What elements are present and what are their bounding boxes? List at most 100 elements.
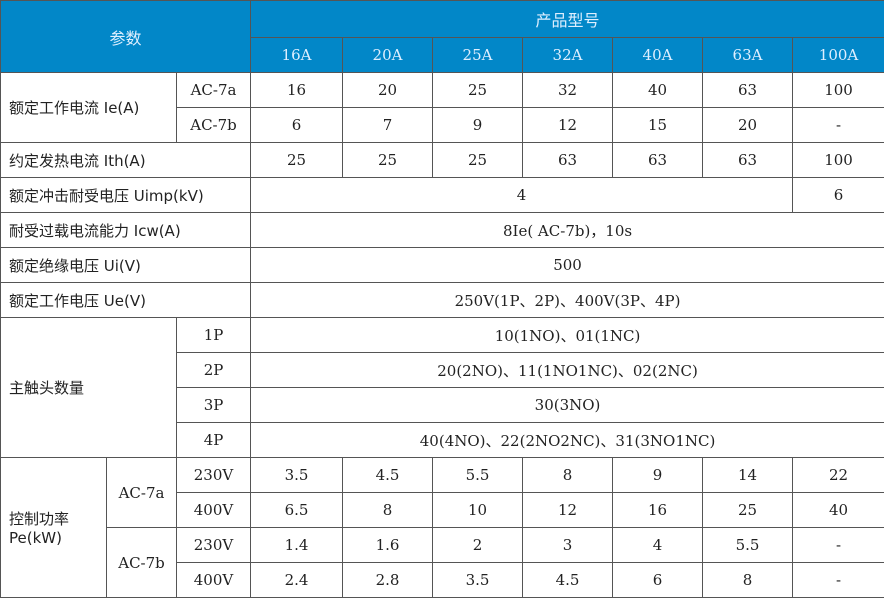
value-cell: 100 xyxy=(792,142,884,178)
value-cell: 1.4 xyxy=(250,527,344,563)
model-header: 25A xyxy=(432,37,524,73)
label-line: 控制功率 xyxy=(9,510,70,528)
value-cell: 6 xyxy=(792,177,884,213)
table-row: 额定冲击耐受电压 Uimp(kV) 4 6 xyxy=(0,177,884,213)
value-cell: - xyxy=(792,107,884,143)
model-header: 100A xyxy=(792,37,884,73)
value-cell: 500 xyxy=(250,247,884,283)
value-cell: 10 xyxy=(432,492,524,528)
value-cell: 63 xyxy=(702,72,794,108)
pole-label: 1P xyxy=(175,317,252,353)
table-row: 3P 30(3NO) xyxy=(1,387,884,423)
value-cell: 25 xyxy=(250,142,344,178)
value-cell: 25 xyxy=(432,142,524,178)
value-cell: 63 xyxy=(702,142,794,178)
value-cell: 2.4 xyxy=(250,562,344,598)
value-cell: 20 xyxy=(702,107,794,143)
table-row: 2P 20(2NO)、11(1NO1NC)、02(2NC) xyxy=(1,352,884,388)
value-cell: 63 xyxy=(612,142,704,178)
value-cell: 40 xyxy=(792,492,884,528)
value-cell: 5.5 xyxy=(702,527,794,563)
value-cell: 5.5 xyxy=(432,457,524,493)
table-row: 耐受过载电流能力 Icw(A) 8Ie( AC-7b)，10s xyxy=(0,212,884,248)
value-cell: 4 xyxy=(612,527,704,563)
value-cell: 12 xyxy=(522,492,614,528)
pole-label: 3P xyxy=(175,387,252,423)
value-cell: 16 xyxy=(612,492,704,528)
value-cell: 30(3NO) xyxy=(250,387,884,423)
row-label: 额定工作电流 Ie(A) xyxy=(0,72,177,143)
value-cell: 40 xyxy=(612,72,704,108)
value-cell: 10(1NO)、01(1NC) xyxy=(250,317,884,353)
value-cell: 4 xyxy=(250,177,794,213)
row-label: 控制功率 Pe(kW) xyxy=(0,457,107,598)
table-row: 主触头数量 1P 10(1NO)、01(1NC) xyxy=(0,317,884,458)
header-row: 参数 产品型号 xyxy=(0,0,884,73)
value-cell: 6 xyxy=(612,562,704,598)
model-header: 16A xyxy=(250,37,344,73)
value-cell: 8 xyxy=(522,457,614,493)
value-cell: 9 xyxy=(432,107,524,143)
model-header: 63A xyxy=(702,37,794,73)
value-cell: 4.5 xyxy=(342,457,434,493)
value-cell: 16 xyxy=(250,72,344,108)
value-cell: 8Ie( AC-7b)，10s xyxy=(250,212,884,248)
value-cell: - xyxy=(792,562,884,598)
table-row: 额定绝缘电压 Ui(V) 500 xyxy=(0,247,884,283)
value-cell: 3 xyxy=(522,527,614,563)
voltage-label: 230V xyxy=(175,527,252,563)
value-cell: 2.8 xyxy=(342,562,434,598)
value-cell: 40(4NO)、22(2NO2NC)、31(3NO1NC) xyxy=(250,422,884,458)
value-cell: 2 xyxy=(432,527,524,563)
table-row: 额定工作电压 Ue(V) 250V(1P、2P)、400V(3P、4P) xyxy=(0,282,884,318)
param-header: 参数 xyxy=(0,0,252,73)
label-line: Pe(kW) xyxy=(9,529,62,547)
value-cell: 20(2NO)、11(1NO1NC)、02(2NC) xyxy=(250,352,884,388)
value-cell: 25 xyxy=(342,142,434,178)
row-label: 额定绝缘电压 Ui(V) xyxy=(0,247,252,283)
row-label: 约定发热电流 Ith(A) xyxy=(0,142,252,178)
category-label: AC-7b xyxy=(106,527,177,598)
model-header: 32A xyxy=(522,37,614,73)
value-cell: 3.5 xyxy=(250,457,344,493)
value-cell: 20 xyxy=(342,72,434,108)
model-header: 40A xyxy=(612,37,704,73)
table-row: AC-7b 230V 1.4 1.6 2 3 4 5.5- xyxy=(1,527,884,598)
value-cell: 1.6 xyxy=(342,527,434,563)
value-cell: 7 xyxy=(342,107,434,143)
row-label: 额定工作电压 Ue(V) xyxy=(0,282,252,318)
category-label: AC-7b xyxy=(175,107,252,143)
models-row: 16A 20A 25A 32A 40A 63A 100A xyxy=(1,37,884,73)
table-row: 4P 40(4NO)、22(2NO2NC)、31(3NO1NC) xyxy=(1,422,884,458)
table-row: 额定工作电流 Ie(A) AC-7a 16 20 25 32 40 63 100 xyxy=(0,72,884,143)
category-label: AC-7a xyxy=(175,72,252,108)
row-label: 额定冲击耐受电压 Uimp(kV) xyxy=(0,177,252,213)
pole-label: 4P xyxy=(175,422,252,458)
row-label: 耐受过载电流能力 Icw(A) xyxy=(0,212,252,248)
value-cell: 22 xyxy=(792,457,884,493)
value-cell: 9 xyxy=(612,457,704,493)
value-cell: 6.5 xyxy=(250,492,344,528)
value-cell: 250V(1P、2P)、400V(3P、4P) xyxy=(250,282,884,318)
value-cell: 8 xyxy=(342,492,434,528)
value-cell: 6 xyxy=(250,107,344,143)
value-cell: 8 xyxy=(702,562,794,598)
value-cell: 14 xyxy=(702,457,794,493)
voltage-label: 400V xyxy=(175,562,252,598)
value-cell: 25 xyxy=(702,492,794,528)
voltage-label: 230V xyxy=(175,457,252,493)
category-label: AC-7a xyxy=(106,457,177,528)
value-cell: - xyxy=(792,527,884,563)
voltage-label: 400V xyxy=(175,492,252,528)
row-label: 主触头数量 xyxy=(0,317,177,458)
value-cell: 15 xyxy=(612,107,704,143)
value-cell: 100 xyxy=(792,72,884,108)
value-cell: 25 xyxy=(432,72,524,108)
value-cell: 3.5 xyxy=(432,562,524,598)
model-header: 20A xyxy=(342,37,434,73)
pole-label: 2P xyxy=(175,352,252,388)
value-cell: 4.5 xyxy=(522,562,614,598)
product-header: 产品型号 xyxy=(250,0,884,38)
table-row: 约定发热电流 Ith(A) 25 25 25 63 63 63 100 xyxy=(0,142,884,178)
